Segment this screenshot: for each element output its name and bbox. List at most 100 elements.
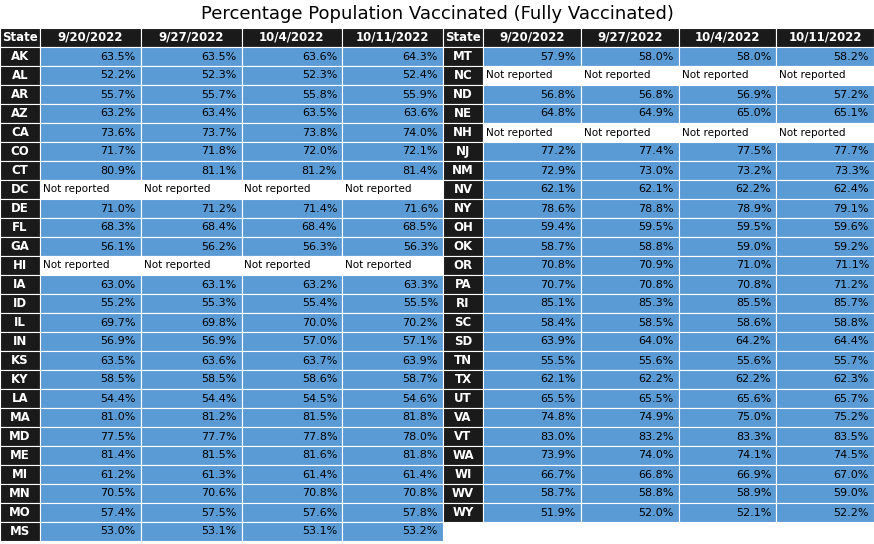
Bar <box>343 218 443 237</box>
Text: 56.3%: 56.3% <box>302 242 337 251</box>
Text: 51.9%: 51.9% <box>540 508 576 517</box>
Bar <box>483 465 580 484</box>
Bar <box>141 47 241 66</box>
Text: 64.0%: 64.0% <box>638 337 674 347</box>
Text: 63.6%: 63.6% <box>201 355 237 366</box>
Bar <box>0 218 40 237</box>
Text: 63.6%: 63.6% <box>403 108 438 119</box>
Text: 9/20/2022: 9/20/2022 <box>499 31 565 44</box>
Text: 62.1%: 62.1% <box>638 184 674 195</box>
Text: 58.8%: 58.8% <box>834 318 869 327</box>
Text: 63.9%: 63.9% <box>540 337 576 347</box>
Text: 55.7%: 55.7% <box>201 90 237 100</box>
Bar <box>443 256 483 275</box>
Bar <box>678 465 776 484</box>
Bar <box>483 123 580 142</box>
Text: Not reported: Not reported <box>43 184 109 195</box>
Text: 77.5%: 77.5% <box>736 146 771 157</box>
Bar <box>678 351 776 370</box>
Text: 57.2%: 57.2% <box>834 90 869 100</box>
Bar <box>40 484 141 503</box>
Bar <box>0 408 40 427</box>
Text: VA: VA <box>454 411 472 424</box>
Bar <box>0 389 40 408</box>
Bar <box>141 351 241 370</box>
Bar <box>141 28 241 47</box>
Bar <box>40 161 141 180</box>
Bar <box>483 237 580 256</box>
Bar <box>343 503 443 522</box>
Text: 65.5%: 65.5% <box>638 393 674 404</box>
Bar <box>343 351 443 370</box>
Text: 56.8%: 56.8% <box>540 90 576 100</box>
Bar <box>580 332 678 351</box>
Text: 73.9%: 73.9% <box>540 450 576 461</box>
Text: Not reported: Not reported <box>780 127 846 138</box>
Bar <box>241 370 343 389</box>
Text: TN: TN <box>454 354 472 367</box>
Bar <box>678 28 776 47</box>
Text: 77.5%: 77.5% <box>101 431 135 442</box>
Bar <box>343 332 443 351</box>
Bar <box>580 275 678 294</box>
Bar <box>483 503 580 522</box>
Text: 57.8%: 57.8% <box>403 508 438 517</box>
Text: AR: AR <box>10 88 29 101</box>
Bar <box>776 256 874 275</box>
Text: 81.1%: 81.1% <box>201 165 237 176</box>
Text: WI: WI <box>454 468 472 481</box>
Bar <box>241 47 343 66</box>
Text: 59.0%: 59.0% <box>834 489 869 498</box>
Text: IL: IL <box>14 316 26 329</box>
Text: KY: KY <box>11 373 29 386</box>
Bar <box>678 484 776 503</box>
Text: CO: CO <box>10 145 30 158</box>
Bar <box>0 0 874 28</box>
Bar <box>241 275 343 294</box>
Text: 62.3%: 62.3% <box>834 374 869 385</box>
Bar <box>40 313 141 332</box>
Bar <box>483 332 580 351</box>
Bar <box>678 142 776 161</box>
Bar <box>241 104 343 123</box>
Text: 56.9%: 56.9% <box>736 90 771 100</box>
Text: 68.4%: 68.4% <box>201 222 237 232</box>
Text: 77.7%: 77.7% <box>201 431 237 442</box>
Bar <box>443 275 483 294</box>
Text: 81.5%: 81.5% <box>302 412 337 423</box>
Text: 62.2%: 62.2% <box>638 374 674 385</box>
Text: WV: WV <box>452 487 474 500</box>
Bar <box>141 85 241 104</box>
Text: 77.7%: 77.7% <box>834 146 869 157</box>
Bar <box>241 484 343 503</box>
Text: 55.5%: 55.5% <box>540 355 576 366</box>
Bar <box>141 66 241 85</box>
Bar <box>0 351 40 370</box>
Bar <box>0 446 40 465</box>
Bar <box>483 370 580 389</box>
Text: 81.4%: 81.4% <box>403 165 438 176</box>
Bar <box>40 522 141 541</box>
Bar <box>483 408 580 427</box>
Text: 57.6%: 57.6% <box>302 508 337 517</box>
Text: CT: CT <box>11 164 29 177</box>
Text: 81.5%: 81.5% <box>201 450 237 461</box>
Bar <box>776 104 874 123</box>
Bar <box>580 142 678 161</box>
Bar <box>40 66 141 85</box>
Bar <box>678 199 776 218</box>
Bar <box>678 332 776 351</box>
Text: 66.8%: 66.8% <box>638 469 674 479</box>
Text: 73.7%: 73.7% <box>201 127 237 138</box>
Text: 62.2%: 62.2% <box>736 374 771 385</box>
Text: 56.8%: 56.8% <box>638 90 674 100</box>
Text: 81.2%: 81.2% <box>201 412 237 423</box>
Text: OH: OH <box>453 221 473 234</box>
Text: 57.1%: 57.1% <box>403 337 438 347</box>
Text: 64.4%: 64.4% <box>834 337 869 347</box>
Text: Not reported: Not reported <box>584 127 650 138</box>
Bar <box>443 484 483 503</box>
Text: 63.3%: 63.3% <box>403 280 438 289</box>
Bar <box>443 294 483 313</box>
Bar <box>443 180 483 199</box>
